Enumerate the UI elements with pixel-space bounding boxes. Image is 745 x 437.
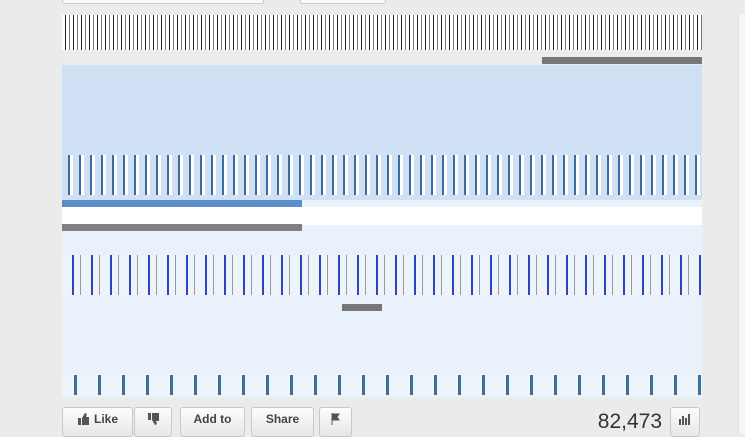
add-to-button[interactable]: Add to (180, 407, 245, 437)
stats-icon (679, 414, 690, 425)
video-frame-noise (62, 255, 702, 295)
stats-button[interactable] (670, 407, 700, 437)
video-frame (62, 224, 302, 231)
video-frame (62, 200, 302, 207)
video-player[interactable] (62, 15, 702, 398)
view-count: 82,473 (597, 410, 662, 433)
video-frame (342, 304, 382, 311)
sidebar (738, 14, 745, 434)
video-frame (542, 57, 702, 64)
flag-icon (331, 413, 340, 425)
dislike-icon (148, 413, 159, 425)
add-to-label: Add to (193, 412, 232, 426)
dislike-button[interactable] (134, 407, 172, 437)
video-frame (62, 207, 702, 225)
share-button[interactable]: Share (251, 407, 314, 437)
tab[interactable] (300, 0, 386, 4)
like-label: Like (93, 412, 118, 426)
video-frame-noise (62, 155, 702, 195)
flag-button[interactable] (319, 407, 352, 437)
tab[interactable] (62, 0, 264, 4)
share-label: Share (265, 412, 300, 426)
video-frame-noise (62, 15, 702, 50)
like-button[interactable]: Like (62, 407, 133, 437)
like-icon (77, 413, 89, 425)
video-frame-noise (62, 375, 702, 395)
